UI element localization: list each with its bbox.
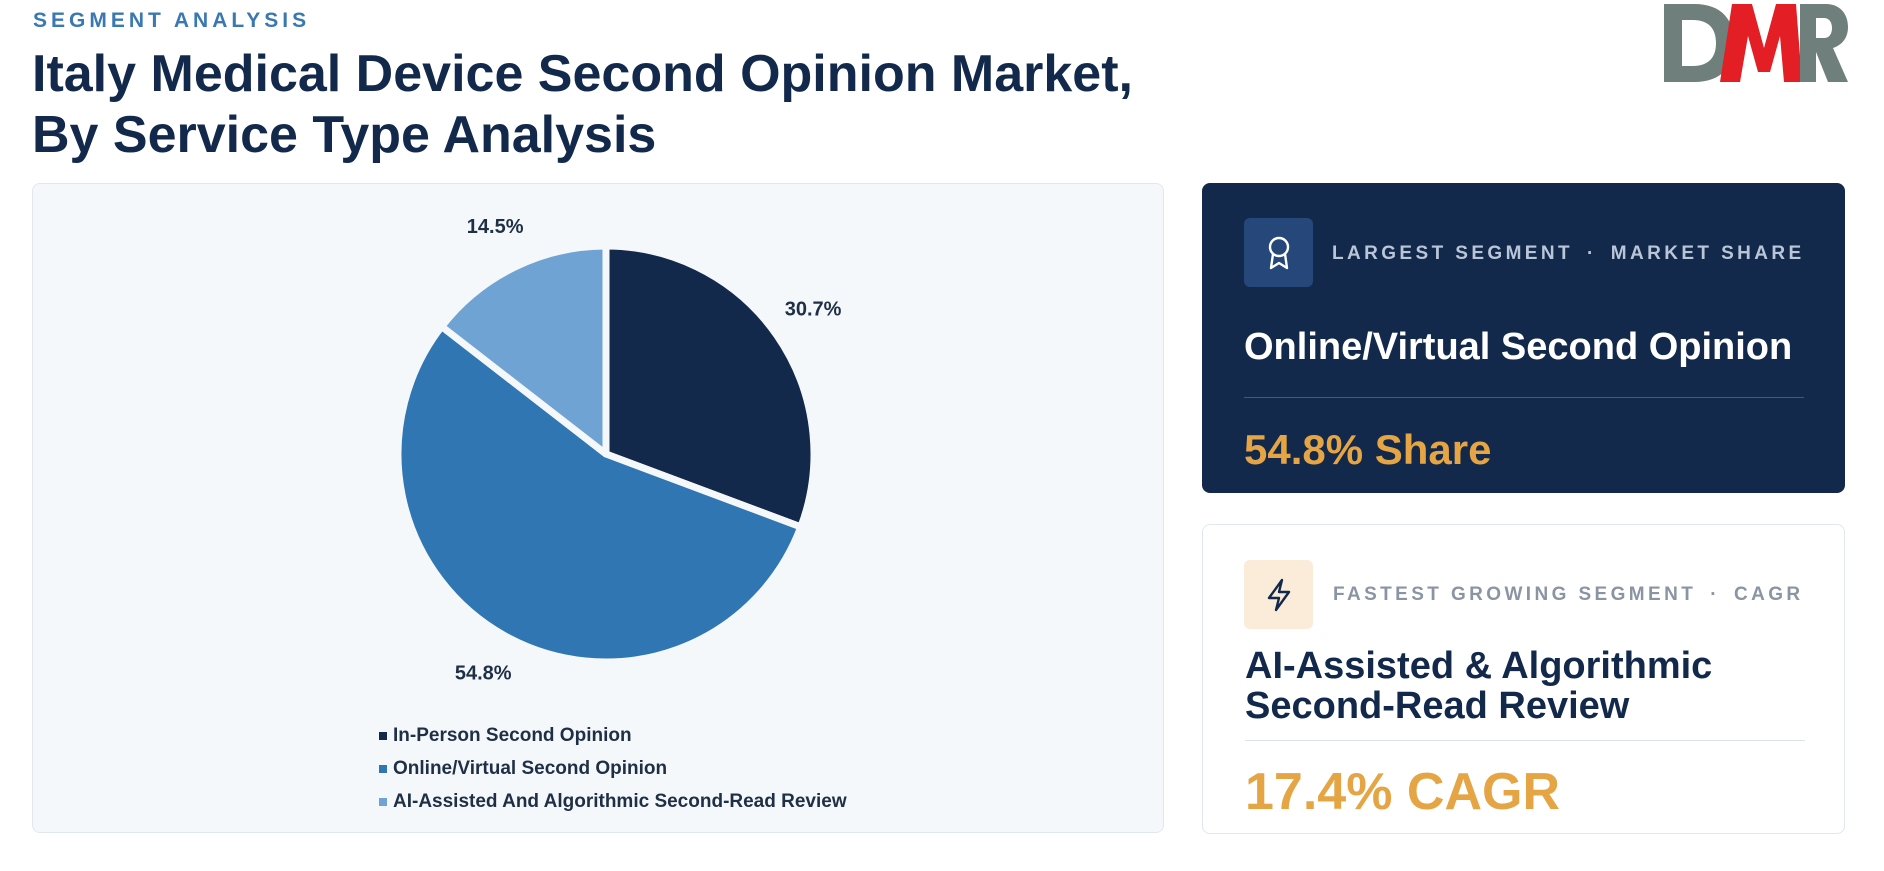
lightning-icon xyxy=(1267,578,1290,611)
legend-label: AI-Assisted And Algorithmic Second-Read … xyxy=(393,790,847,812)
legend-swatch xyxy=(379,764,387,773)
divider xyxy=(1244,397,1804,398)
logo-letter-m xyxy=(1720,4,1802,82)
divider xyxy=(1245,740,1805,741)
pie-slice-3 xyxy=(438,242,610,458)
slice-label-3: 14.5% xyxy=(467,216,524,238)
fastest-growing-name: AI-Assisted & Algorithmic Second-Read Re… xyxy=(1245,645,1713,727)
kicker-separator: · xyxy=(1710,584,1720,605)
logo-letter-r xyxy=(1800,4,1848,82)
fastest-growing-value: 17.4% CAGR xyxy=(1245,763,1560,821)
legend-item-2: Online/Virtual Second Opinion xyxy=(379,752,847,785)
pie-slice-2 xyxy=(394,323,805,666)
chart-legend: In-Person Second Opinion Online/Virtual S… xyxy=(379,719,847,818)
fastest-growing-kicker: FASTEST GROWING SEGMENT · CAGR xyxy=(1333,584,1804,606)
slice-label-1: 30.7% xyxy=(785,299,842,321)
page-title: Italy Medical Device Second Opinion Mark… xyxy=(32,44,1212,166)
pie-chart: 30.7% 54.8% 14.5% xyxy=(394,216,842,684)
kicker-label: LARGEST SEGMENT xyxy=(1332,243,1574,264)
slice-label-2: 54.8% xyxy=(455,662,512,684)
largest-segment-value: 54.8% Share xyxy=(1244,426,1492,473)
kicker-label: FASTEST GROWING SEGMENT xyxy=(1333,584,1697,605)
page-title-line-1: Italy Medical Device Second Opinion Mark… xyxy=(32,45,1133,103)
legend-label: In-Person Second Opinion xyxy=(393,724,632,746)
kicker-metric: CAGR xyxy=(1733,584,1804,605)
legend-swatch xyxy=(379,731,387,740)
section-eyebrow: SEGMENT ANALYSIS xyxy=(33,9,311,32)
lightning-icon-box xyxy=(1244,560,1313,629)
legend-item-3: AI-Assisted And Algorithmic Second-Read … xyxy=(379,785,847,818)
kicker-metric: MARKET SHARE xyxy=(1610,243,1805,264)
kicker-separator: · xyxy=(1587,243,1597,264)
largest-segment-name: Online/Virtual Second Opinion xyxy=(1244,326,1793,368)
legend-swatch xyxy=(379,797,387,806)
dmr-logo xyxy=(1664,4,1848,82)
award-icon xyxy=(1268,236,1289,269)
legend-item-1: In-Person Second Opinion xyxy=(379,719,847,752)
logo-letter-d xyxy=(1664,4,1734,82)
chart-card: 30.7% 54.8% 14.5% In-Person Second Opinion… xyxy=(32,183,1164,833)
fastest-growing-card: FASTEST GROWING SEGMENT · CAGR AI-Assisted… xyxy=(1202,524,1845,834)
legend-label: Online/Virtual Second Opinion xyxy=(393,757,668,779)
largest-segment-kicker: LARGEST SEGMENT · MARKET SHARE xyxy=(1332,243,1805,265)
page-title-line-2: By Service Type Analysis xyxy=(32,106,657,164)
largest-segment-card: LARGEST SEGMENT · MARKET SHARE Online/Virt… xyxy=(1202,183,1845,493)
pie-slice-1 xyxy=(602,242,818,531)
award-icon-box xyxy=(1244,218,1313,287)
